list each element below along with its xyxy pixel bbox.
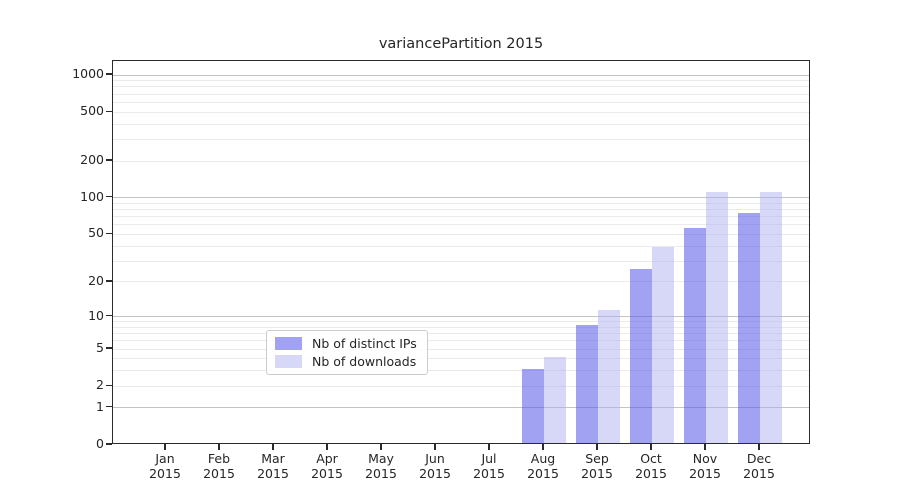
x-axis-tick-mark: [704, 444, 706, 450]
y-axis-tick-label: 2: [96, 377, 104, 393]
y-axis-tick-mark: [106, 443, 112, 445]
minor-gridline: [113, 93, 809, 95]
minor-gridline: [113, 123, 809, 125]
y-axis-tick-label: 500: [80, 103, 104, 119]
y-axis-tick-mark: [106, 196, 112, 198]
minor-gridline: [113, 160, 809, 162]
legend-swatch-distinct-ips: [275, 337, 302, 350]
legend-label-downloads: Nb of downloads: [312, 354, 417, 369]
x-axis-tick-label: May 2015: [365, 451, 397, 481]
minor-gridline: [113, 86, 809, 88]
minor-gridline: [113, 281, 809, 283]
bar-distinct-ips: [738, 212, 760, 443]
minor-gridline: [113, 260, 809, 262]
legend: Nb of distinct IPs Nb of downloads: [266, 330, 428, 375]
minor-gridline: [113, 326, 809, 328]
y-axis-tick-label: 20: [88, 272, 104, 288]
minor-gridline: [113, 370, 809, 372]
y-axis-tick-label: 1: [96, 398, 104, 414]
x-axis-tick-label: Mar 2015: [257, 451, 289, 481]
y-axis-tick-label: 50: [88, 225, 104, 241]
x-axis-tick-label: Nov 2015: [689, 451, 721, 481]
y-axis-tick-label: 10: [88, 307, 104, 323]
y-axis-tick-label: 1000: [72, 66, 104, 82]
x-axis-tick-label: Feb 2015: [203, 451, 235, 481]
bar-downloads: [652, 246, 674, 443]
bar-downloads: [544, 356, 566, 443]
x-axis-tick-mark: [380, 444, 382, 450]
x-axis-tick-mark: [272, 444, 274, 450]
x-axis-tick-mark: [650, 444, 652, 450]
minor-gridline: [113, 321, 809, 323]
legend-swatch-downloads: [275, 355, 302, 368]
minor-gridline: [113, 358, 809, 360]
minor-gridline: [113, 245, 809, 247]
bar-downloads: [760, 192, 782, 443]
x-axis-tick-label: Sep 2015: [581, 451, 613, 481]
minor-gridline: [113, 224, 809, 226]
minor-gridline: [113, 111, 809, 113]
y-axis-tick-mark: [106, 314, 112, 317]
legend-label-distinct-ips: Nb of distinct IPs: [312, 336, 417, 351]
y-axis-tick-label: 200: [80, 152, 104, 168]
bar-distinct-ips: [522, 368, 544, 443]
legend-item-distinct-ips: Nb of distinct IPs: [275, 336, 417, 351]
y-axis-tick-mark: [106, 347, 112, 349]
y-axis-tick-mark: [106, 280, 112, 282]
minor-gridline: [113, 80, 809, 82]
major-gridline: [113, 316, 809, 318]
plot-area: [112, 60, 810, 444]
x-axis-tick-label: Aug 2015: [527, 451, 559, 481]
x-axis-tick-label: Oct 2015: [635, 451, 667, 481]
major-gridline: [113, 197, 809, 199]
x-axis-tick-mark: [434, 444, 436, 450]
minor-gridline: [113, 385, 809, 387]
bar-distinct-ips: [684, 228, 706, 443]
minor-gridline: [113, 233, 809, 235]
y-axis-tick-mark: [106, 406, 112, 408]
major-gridline: [113, 407, 809, 409]
major-gridline: [113, 74, 809, 76]
bar-distinct-ips: [630, 268, 652, 443]
y-axis-tick-label: 5: [96, 340, 104, 356]
minor-gridline: [113, 340, 809, 342]
x-axis-tick-mark: [596, 444, 598, 450]
x-axis-tick-label: Jul 2015: [473, 451, 505, 481]
minor-gridline: [113, 138, 809, 140]
minor-gridline: [113, 216, 809, 218]
x-axis-tick-mark: [326, 444, 328, 450]
bar-downloads: [598, 309, 620, 443]
x-axis-tick-label: Jun 2015: [419, 451, 451, 481]
y-axis-tick-label: 100: [80, 188, 104, 204]
minor-gridline: [113, 333, 809, 335]
minor-gridline: [113, 348, 809, 350]
x-axis-tick-label: Dec 2015: [743, 451, 775, 481]
minor-gridline: [113, 101, 809, 103]
y-axis-tick-label: 0: [96, 436, 104, 451]
y-axis-tick-mark: [106, 232, 112, 235]
x-axis-tick-mark: [488, 444, 490, 450]
x-axis-tick-mark: [164, 444, 166, 450]
y-axis-tick-mark: [106, 73, 112, 75]
x-axis-tick-mark: [542, 444, 544, 450]
minor-gridline: [113, 209, 809, 211]
x-axis-tick-mark: [218, 444, 220, 450]
bar-distinct-ips: [576, 325, 598, 443]
x-axis-tick-label: Apr 2015: [311, 451, 343, 481]
chart-title: variancePartition 2015: [378, 36, 544, 52]
x-axis-tick-mark: [758, 444, 760, 450]
y-axis-tick-mark: [106, 384, 112, 386]
minor-gridline: [113, 202, 809, 204]
bar-downloads: [706, 192, 728, 443]
y-axis-tick-mark: [106, 159, 112, 161]
x-axis-tick-label: Jan 2015: [149, 451, 181, 481]
legend-item-downloads: Nb of downloads: [275, 354, 417, 369]
y-axis-tick-mark: [106, 110, 112, 112]
